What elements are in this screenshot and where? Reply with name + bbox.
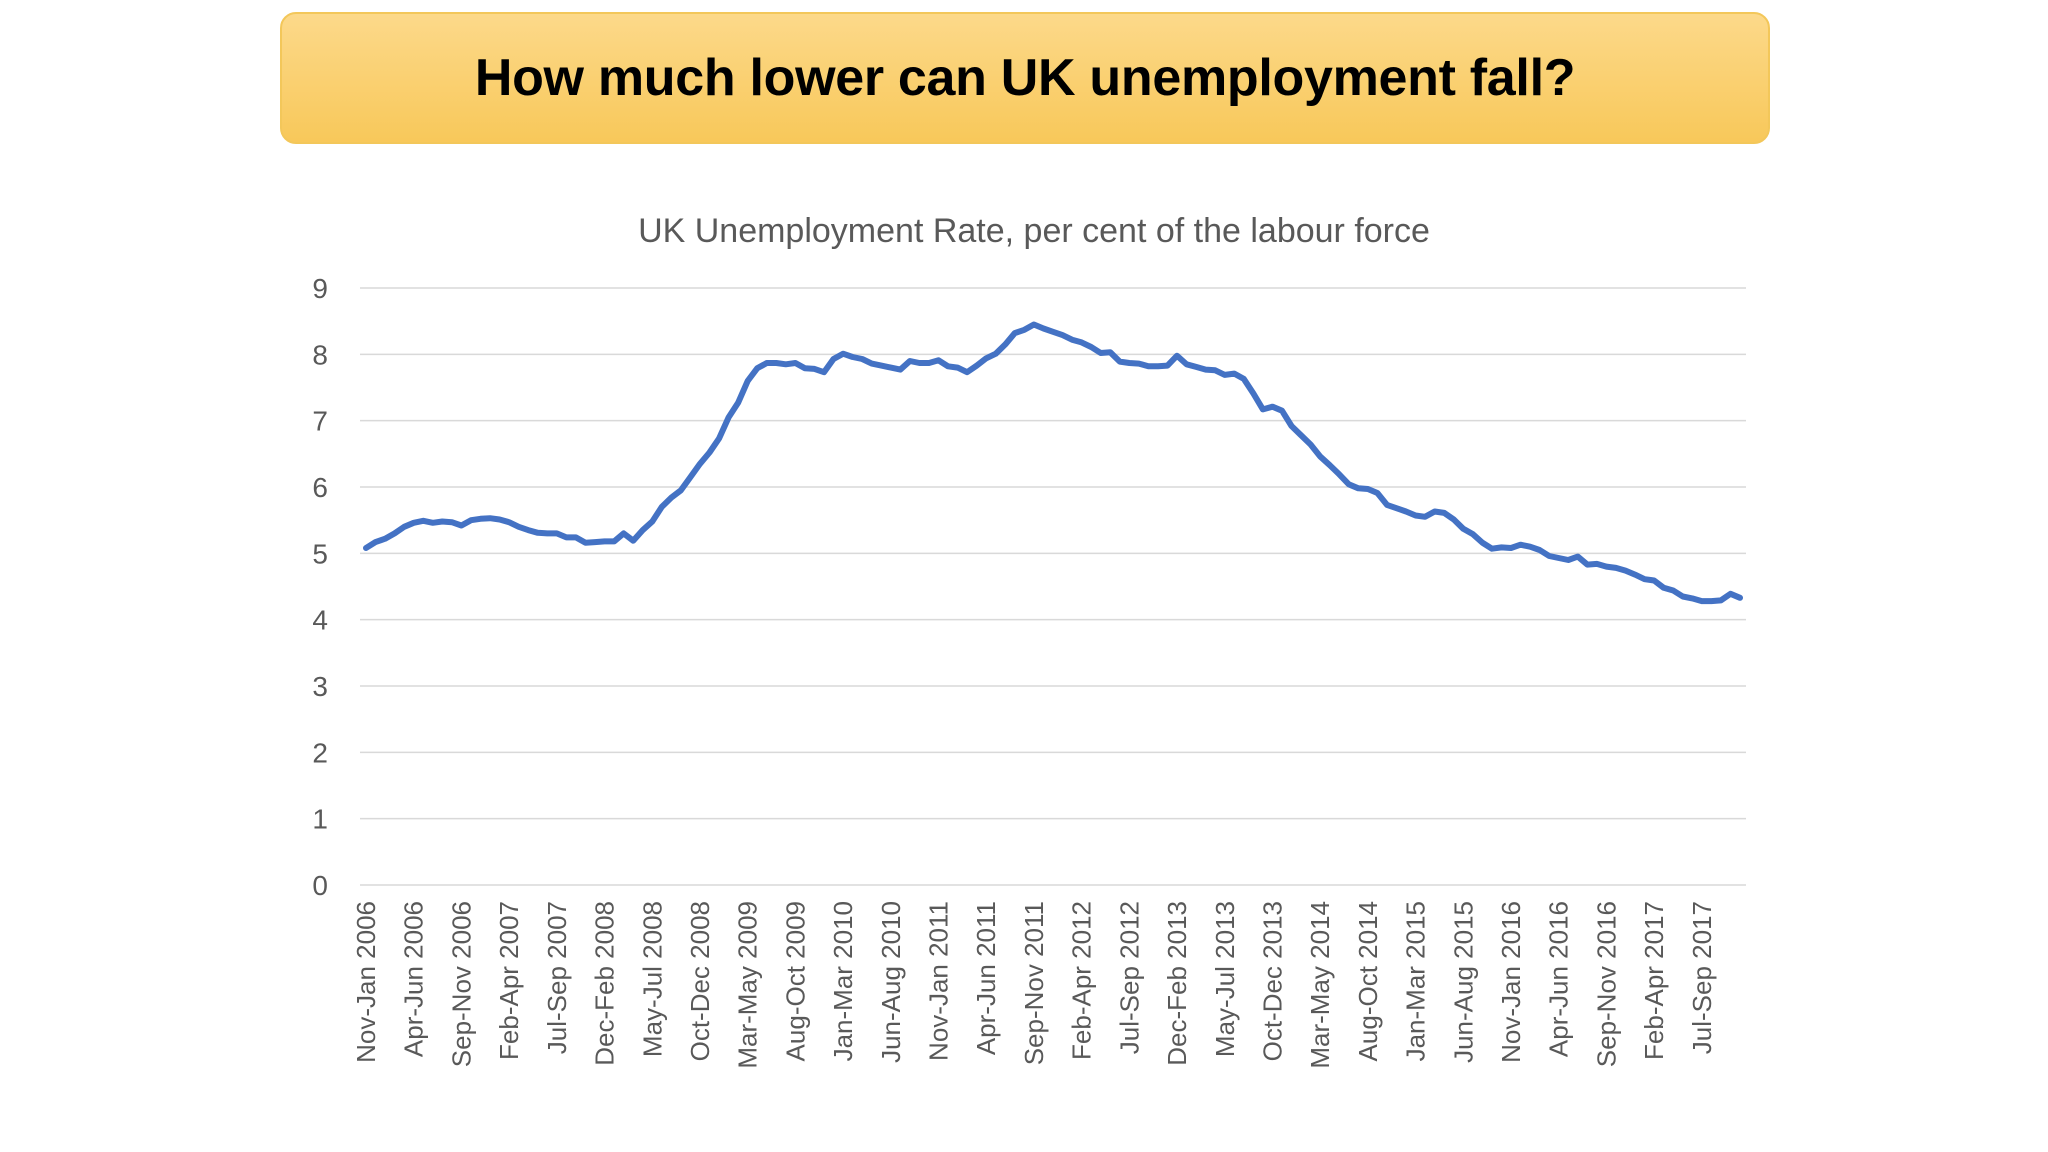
x-tick-label: Apr-Jun 2011 [971,901,1001,1055]
y-tick-label: 9 [312,273,328,304]
gridlines [360,287,1746,886]
x-tick-label: Feb-Apr 2007 [494,901,524,1060]
x-tick-label: Aug-Oct 2009 [780,901,810,1061]
x-tick-label: Dec-Feb 2013 [1162,901,1192,1066]
x-tick-label: Oct-Dec 2008 [685,901,715,1061]
x-tick-label: Sep-Nov 2016 [1591,901,1621,1067]
y-tick-label: 2 [312,737,328,768]
unemployment-rate-line [363,321,1743,605]
x-tick-label: Jun-Aug 2010 [876,901,906,1063]
x-tick-label: May-Jul 2013 [1210,901,1240,1057]
x-axis-ticks: Nov-Jan 2006 Apr-Jun 2006 Sep-Nov 2006 Feb-… [351,901,1717,1069]
x-tick-label: Nov-Jan 2011 [924,901,954,1061]
y-tick-label: 5 [312,538,328,569]
x-tick-label: Jul-Sep 2012 [1114,901,1144,1054]
x-tick-label: Feb-Apr 2017 [1639,901,1669,1060]
x-tick-label: Nov-Jan 2006 [351,901,381,1063]
x-tick-label: Mar-May 2009 [733,901,763,1069]
x-tick-label: Jul-Sep 2007 [542,901,572,1054]
x-tick-label: Jan-Mar 2015 [1401,901,1431,1061]
y-tick-label: 3 [312,671,328,702]
y-tick-label: 1 [312,804,328,835]
title-banner: How much lower can UK unemployment fall? [280,12,1770,144]
x-tick-label: Feb-Apr 2012 [1067,901,1097,1060]
x-tick-label: Apr-Jun 2016 [1544,901,1574,1057]
x-tick-label: Sep-Nov 2011 [1019,901,1049,1065]
x-tick-label: Oct-Dec 2013 [1257,901,1287,1061]
slide-title: How much lower can UK unemployment fall? [474,49,1576,107]
x-tick-label: Mar-May 2014 [1305,901,1335,1069]
y-tick-label: 7 [312,406,328,437]
x-tick-label: Nov-Jan 2016 [1496,901,1526,1063]
x-tick-label: May-Jul 2008 [637,901,667,1057]
x-tick-label: Jan-Mar 2010 [828,901,858,1061]
x-tick-label: Apr-Jun 2006 [399,901,429,1057]
chart-title: UK Unemployment Rate, per cent of the la… [638,212,1430,250]
y-axis-ticks: 0 1 2 3 4 5 6 7 8 9 [312,273,328,901]
y-tick-label: 4 [312,605,328,636]
x-tick-label: Jul-Sep 2017 [1687,901,1717,1054]
y-tick-label: 8 [312,339,328,370]
x-tick-label: Dec-Feb 2008 [590,901,620,1066]
y-tick-label: 0 [312,870,328,901]
y-tick-label: 6 [312,472,328,503]
x-tick-label: Aug-Oct 2014 [1353,901,1383,1061]
x-tick-label: Jun-Aug 2015 [1448,901,1478,1063]
x-tick-label: Sep-Nov 2006 [446,901,476,1067]
